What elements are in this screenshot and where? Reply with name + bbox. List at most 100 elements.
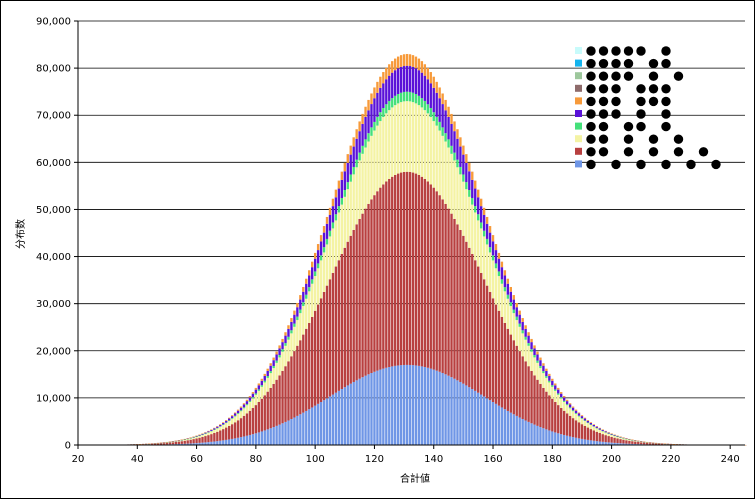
bar-segment (595, 431, 598, 442)
bar-segment (328, 230, 332, 237)
bar-segment (287, 328, 290, 337)
bar-segment (379, 76, 382, 88)
bar-segment (619, 436, 622, 438)
bar-segment (571, 411, 575, 419)
bar-segment (426, 181, 429, 368)
bar-segment (319, 241, 323, 256)
bar-segment (568, 407, 572, 409)
bar-segment (195, 438, 198, 444)
bar-segment (272, 427, 275, 445)
bar-segment (346, 162, 349, 183)
bar-segment (198, 437, 201, 443)
bar-segment (269, 428, 272, 445)
bar-segment (524, 339, 527, 362)
bar-segment (171, 442, 175, 445)
x-tick-label: 240 (721, 454, 740, 465)
bar-segment (364, 106, 367, 117)
bar-segment (450, 213, 453, 378)
bar-segment (358, 160, 361, 219)
bar-segment (527, 421, 530, 445)
bar-segment (491, 235, 495, 242)
bar-segment (405, 65, 409, 92)
bar-segment (583, 418, 587, 421)
bar-segment (648, 442, 652, 443)
bar-segment (497, 405, 501, 445)
bar-segment (325, 285, 329, 399)
bar-segment (441, 93, 444, 105)
bar-segment (367, 141, 370, 204)
bar-segment (533, 424, 536, 445)
bar-segment (174, 441, 178, 442)
bar-segment (311, 283, 314, 317)
bar-segment (503, 291, 507, 323)
bar-segment (619, 443, 622, 445)
bar-segment (361, 377, 364, 445)
bar-segment (574, 420, 578, 438)
bar-segment (376, 81, 379, 93)
bar-segment (287, 361, 290, 421)
bar-segment (260, 431, 263, 445)
bar-segment (441, 104, 444, 128)
bar-segment (432, 87, 435, 113)
bar-segment (500, 261, 504, 268)
bar-segment (316, 250, 320, 264)
bar-segment (195, 436, 198, 438)
bar-segment (450, 123, 453, 146)
bar-segment (168, 441, 172, 443)
legend-dot (661, 121, 671, 132)
bar-segment (343, 196, 346, 248)
bar-segment (491, 241, 495, 256)
bar-segment (355, 159, 358, 168)
bar-segment (477, 220, 480, 267)
bar-segment (328, 214, 332, 231)
bar-segment (222, 424, 225, 430)
y-tick-label: 80,000 (36, 64, 71, 75)
bar-segment (355, 138, 358, 160)
bar-segment (322, 232, 326, 248)
bar-segment (527, 332, 530, 336)
bar-segment (423, 100, 427, 111)
bar-segment (533, 375, 536, 425)
bar-segment (429, 184, 432, 369)
bar-segment (287, 420, 290, 445)
bar-segment (479, 198, 483, 207)
bar-segment (447, 375, 450, 445)
bar-segment (260, 380, 263, 386)
bar-segment (465, 162, 468, 183)
bar-segment (260, 386, 263, 399)
bar-segment (438, 130, 441, 196)
bar-segment (388, 75, 391, 101)
bar-segment (216, 431, 219, 442)
bar-segment (257, 383, 261, 386)
bar-segment (530, 423, 533, 445)
bar-segment (281, 349, 284, 352)
bar-segment (625, 440, 628, 444)
bar-segment (248, 401, 252, 411)
bar-segment (459, 174, 462, 230)
bar-segment (500, 316, 504, 408)
bar-segment (580, 418, 584, 419)
bar-segment (308, 291, 311, 323)
legend-dot (623, 134, 634, 144)
bar-segment (435, 81, 438, 93)
bar-segment (269, 387, 272, 429)
bar-segment (183, 440, 186, 444)
bar-segment (521, 318, 524, 322)
bar-segment (192, 437, 195, 438)
bar-segment (577, 422, 581, 439)
bar-segment (557, 387, 560, 390)
bar-segment (527, 345, 530, 367)
bar-segment (245, 399, 249, 402)
bar-segment (302, 291, 305, 303)
bar-segment (548, 380, 551, 383)
bar-segment (254, 387, 258, 390)
bar-segment (219, 424, 222, 427)
bar-segment (468, 196, 471, 248)
bar-segment (577, 412, 581, 414)
bar-segment (462, 154, 465, 175)
legend-dot (648, 58, 659, 69)
bar-segment (204, 433, 207, 437)
bar-segment (177, 441, 180, 445)
bar-segment (373, 87, 376, 99)
bar-segment (565, 401, 569, 405)
